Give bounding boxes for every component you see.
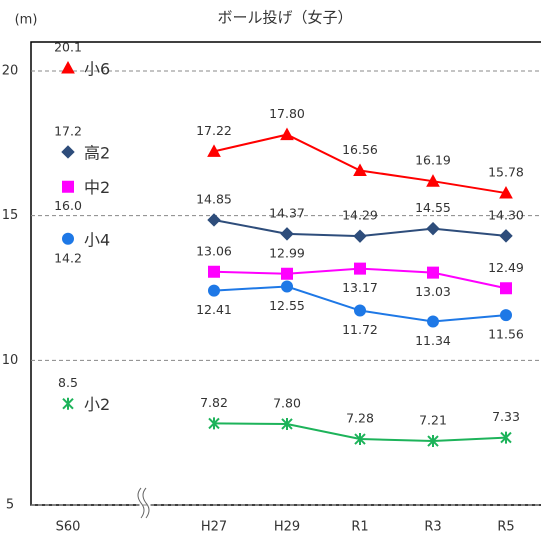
axis-break bbox=[137, 487, 151, 519]
marker bbox=[427, 315, 439, 328]
marker bbox=[61, 60, 75, 74]
value-label: 16.0 bbox=[54, 198, 82, 213]
value-label: 13.17 bbox=[342, 280, 378, 295]
series-name: 小6 bbox=[84, 60, 110, 79]
value-label: 7.21 bbox=[419, 413, 447, 428]
series-name: 高2 bbox=[84, 143, 110, 162]
value-label: 14.37 bbox=[269, 205, 305, 220]
y-tick-label: 20 bbox=[2, 63, 19, 78]
x-tick-label: R3 bbox=[424, 520, 441, 535]
marker bbox=[281, 280, 293, 293]
value-label: 17.22 bbox=[196, 123, 232, 138]
x-tick-label: R1 bbox=[351, 520, 368, 535]
marker bbox=[426, 174, 440, 187]
series-name: 小2 bbox=[84, 395, 110, 414]
marker bbox=[353, 163, 367, 176]
marker bbox=[62, 232, 74, 245]
value-label: 13.03 bbox=[415, 284, 451, 299]
marker bbox=[500, 309, 512, 322]
value-label: 14.85 bbox=[196, 191, 232, 206]
value-label: 20.1 bbox=[54, 40, 82, 55]
x-tick-label: H27 bbox=[201, 520, 227, 535]
marker bbox=[353, 229, 367, 243]
value-label: 15.78 bbox=[488, 165, 524, 180]
y-axis-label: (m) bbox=[15, 13, 38, 28]
series: 8.5 7.82 7.80 7.28 7.21 7.33 小2 bbox=[58, 375, 520, 448]
marker bbox=[499, 229, 513, 243]
series: 14.2 12.41 12.55 11.72 11.34 11.56 小4 bbox=[54, 230, 524, 348]
series-name: 中2 bbox=[84, 178, 110, 197]
value-label: 17.2 bbox=[54, 123, 82, 138]
marker bbox=[208, 265, 220, 278]
x-tick-label: R5 bbox=[497, 520, 514, 535]
value-label: 14.55 bbox=[415, 200, 451, 215]
marker bbox=[280, 127, 294, 141]
value-label: 7.80 bbox=[273, 395, 301, 410]
marker bbox=[281, 267, 293, 280]
y-tick-label: 5 bbox=[6, 498, 14, 513]
value-label: 7.82 bbox=[200, 395, 228, 410]
marker bbox=[427, 266, 439, 279]
y-tick-label: 10 bbox=[2, 353, 19, 368]
marker bbox=[354, 304, 366, 317]
value-label: 7.28 bbox=[346, 411, 374, 426]
x-tick-label: H29 bbox=[274, 520, 300, 535]
x-tick-label: S60 bbox=[56, 520, 81, 535]
marker bbox=[354, 262, 366, 275]
value-label: 8.5 bbox=[58, 375, 78, 390]
marker bbox=[426, 221, 440, 236]
marker bbox=[207, 144, 221, 157]
series: 16.0 13.06 12.99 13.17 13.03 12.49 中2 bbox=[54, 178, 524, 299]
value-label: 12.49 bbox=[488, 260, 524, 275]
value-label: 16.19 bbox=[415, 153, 451, 168]
value-label: 16.56 bbox=[342, 142, 378, 157]
value-label: 13.06 bbox=[196, 243, 232, 258]
value-label: 14.2 bbox=[54, 250, 82, 265]
marker bbox=[62, 180, 74, 193]
marker bbox=[500, 282, 512, 295]
value-label: 14.29 bbox=[342, 208, 378, 223]
series: 17.2 14.85 14.37 14.29 14.55 14.30 高2 bbox=[54, 123, 524, 243]
marker bbox=[207, 213, 221, 227]
value-label: 17.80 bbox=[269, 106, 305, 121]
value-label: 12.41 bbox=[196, 302, 232, 317]
marker bbox=[208, 284, 220, 297]
marker bbox=[354, 433, 366, 446]
value-label: 11.56 bbox=[488, 327, 524, 342]
series: 20.1 17.22 17.80 16.56 16.19 15.78 小6 bbox=[54, 40, 524, 199]
marker bbox=[499, 186, 513, 199]
marker bbox=[281, 417, 293, 430]
value-label: 12.55 bbox=[269, 298, 305, 313]
marker bbox=[62, 397, 74, 410]
marker bbox=[500, 431, 512, 444]
marker bbox=[208, 417, 220, 430]
y-tick-label: 15 bbox=[2, 208, 19, 223]
marker bbox=[427, 435, 439, 448]
value-label: 12.99 bbox=[269, 245, 305, 260]
value-label: 11.34 bbox=[415, 333, 451, 348]
marker bbox=[280, 227, 294, 241]
value-label: 7.33 bbox=[492, 409, 520, 424]
chart-title: ボール投げ（女子） bbox=[217, 9, 352, 27]
series-name: 小4 bbox=[84, 230, 110, 249]
marker bbox=[61, 145, 75, 159]
value-label: 14.30 bbox=[488, 207, 524, 222]
value-label: 11.72 bbox=[342, 322, 378, 337]
